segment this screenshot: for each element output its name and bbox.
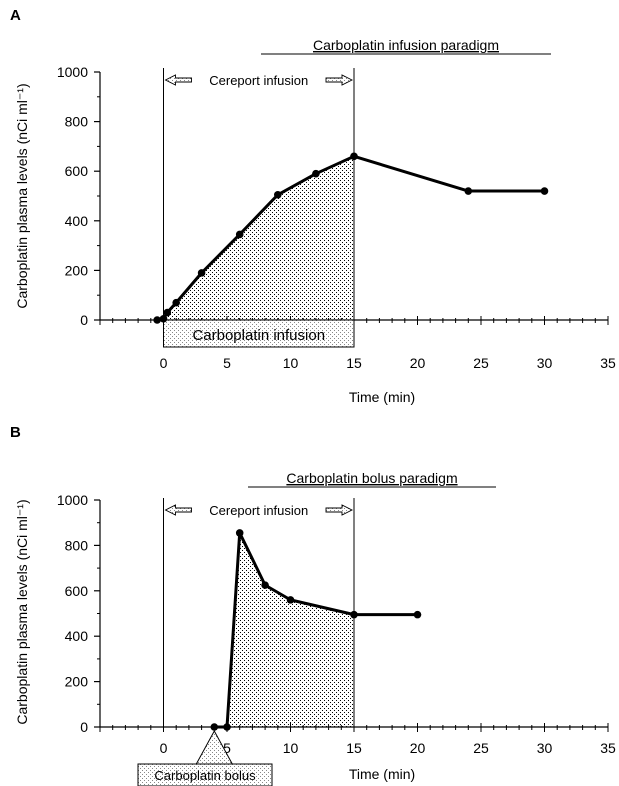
data-point [172, 298, 180, 307]
chart-title: Carboplatin infusion paradigm [313, 37, 499, 53]
data-point [540, 187, 549, 195]
panel-label: B [10, 424, 21, 441]
x-axis-label: Time (min) [349, 766, 415, 782]
x-axis-label: Time (min) [349, 389, 415, 405]
x-tick-label: 15 [346, 355, 362, 371]
x-tick-label: 35 [600, 355, 616, 371]
data-point [235, 529, 244, 537]
drug-box [137, 763, 273, 786]
data-point [223, 723, 231, 731]
y-axis-label: Carboplatin plasma levels (nCi ml⁻¹) [14, 499, 30, 724]
drug-box [163, 319, 355, 348]
drug-box-label: Carboplatin infusion [192, 327, 325, 344]
drug-box-label: Carboplatin bolus [154, 768, 256, 783]
right-arrow-icon [325, 74, 354, 86]
y-tick-label: 600 [65, 163, 89, 179]
y-tick-label: 200 [65, 674, 89, 690]
x-tick-label: 30 [537, 355, 553, 371]
y-tick-label: 400 [65, 213, 89, 229]
x-tick-label: 0 [160, 355, 168, 371]
x-tick-label: 5 [223, 355, 231, 371]
y-tick-label: 800 [65, 114, 89, 130]
y-axis-label: Carboplatin plasma levels (nCi ml⁻¹) [14, 83, 30, 308]
x-tick-label: 30 [537, 740, 553, 756]
right-arrow-icon [325, 504, 354, 516]
cereport-label: Cereport infusion [209, 73, 308, 88]
y-tick-label: 0 [80, 719, 88, 735]
x-tick-label: 10 [283, 740, 299, 756]
x-tick-label: 20 [410, 740, 426, 756]
y-tick-label: 800 [65, 537, 89, 553]
data-point [413, 610, 422, 619]
left-arrow-icon [164, 74, 192, 86]
data-point [312, 169, 320, 178]
data-point [197, 269, 206, 277]
chart-title: Carboplatin bolus paradigm [286, 470, 457, 486]
data-point [274, 190, 282, 199]
data-point [350, 610, 358, 619]
data-point [235, 230, 244, 239]
x-tick-label: 25 [473, 740, 489, 756]
y-tick-label: 400 [65, 628, 89, 644]
data-point [159, 314, 168, 323]
shaded-area [214, 532, 354, 727]
x-tick-label: 20 [410, 355, 426, 371]
x-tick-label: 25 [473, 355, 489, 371]
x-tick-label: 5 [223, 740, 231, 756]
x-tick-label: 10 [283, 355, 299, 371]
data-point [210, 723, 219, 731]
data-point [350, 152, 358, 161]
x-tick-label: 35 [600, 740, 616, 756]
data-point [153, 316, 161, 324]
y-tick-label: 1000 [57, 64, 88, 80]
y-tick-label: 200 [65, 262, 89, 278]
x-tick-label: 15 [346, 740, 362, 756]
data-point [163, 308, 172, 317]
y-tick-label: 600 [65, 583, 89, 599]
left-arrow-icon [164, 504, 192, 516]
y-tick-label: 1000 [57, 492, 88, 508]
data-point [286, 596, 295, 604]
data-point [464, 187, 473, 195]
y-tick-label: 0 [80, 312, 88, 328]
cereport-label: Cereport infusion [209, 503, 308, 518]
data-point [261, 581, 269, 589]
x-tick-label: 0 [160, 740, 168, 756]
panel-label: A [10, 7, 21, 24]
shaded-area [157, 156, 354, 320]
